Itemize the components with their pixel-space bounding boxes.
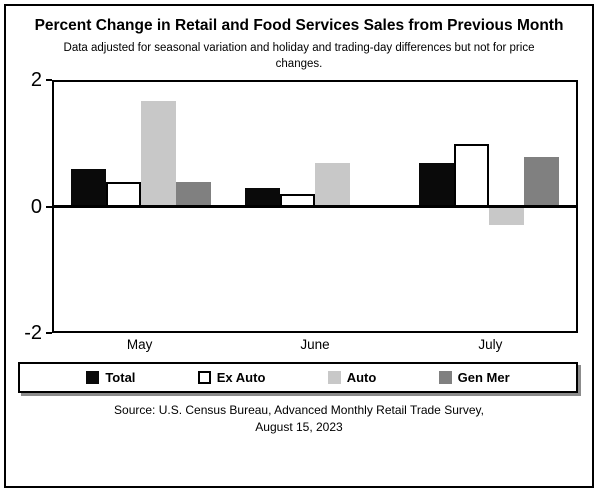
legend-label: Total: [105, 370, 136, 386]
legend-label: Gen Mer: [457, 370, 510, 386]
bar-slot: [350, 82, 385, 331]
bar-slot: [280, 82, 315, 331]
y-tick-mark-0: [46, 79, 52, 82]
source-note: Source: U.S. Census Bureau, Advanced Mon…: [16, 402, 582, 437]
source-line-2: August 15, 2023: [255, 420, 343, 435]
bar-slot: [419, 82, 454, 331]
bar-gen-mer-may: [176, 181, 211, 207]
y-tick-label-0: 2: [30, 69, 42, 92]
bar-group-june: [228, 82, 402, 331]
legend-swatch-gen-mer-icon: [438, 371, 452, 385]
legend-swatch-total-icon: [86, 371, 100, 385]
bar-slot: [71, 82, 106, 331]
bar-total-june: [245, 187, 280, 207]
bar-ex-auto-june: [280, 194, 315, 207]
legend: Total Ex Auto Auto Gen Mer: [18, 362, 578, 394]
chart-area: 2 0 -2: [16, 70, 582, 343]
x-label-june: June: [300, 337, 330, 353]
legend-label: Auto: [346, 370, 377, 386]
legend-label: Ex Auto: [216, 370, 266, 386]
bar-group-may: [54, 82, 228, 331]
legend-swatch-ex-auto-icon: [197, 371, 211, 385]
chart-subtitle: Data adjusted for seasonal variation and…: [63, 42, 535, 70]
bar-auto-june: [315, 162, 350, 207]
bar-ex-auto-may: [106, 181, 141, 207]
bar-slot: [315, 82, 350, 331]
bar-slot: [141, 82, 176, 331]
legend-swatch-auto-icon: [327, 371, 341, 385]
bar-total-may: [71, 169, 106, 207]
bar-slot: [524, 82, 559, 331]
bar-auto-may: [141, 100, 176, 207]
plot-area: [52, 80, 578, 334]
x-axis-labels: May June July: [52, 337, 578, 352]
bar-slot: [106, 82, 141, 331]
source-line-1: Source: U.S. Census Bureau, Advanced Mon…: [114, 403, 484, 418]
y-axis: 2 0 -2: [16, 70, 52, 343]
chart-title: Percent Change in Retail and Food Servic…: [34, 17, 564, 34]
bar-auto-july: [489, 206, 524, 226]
bar-gen-mer-july: [524, 156, 559, 207]
y-tick-label-2: -2: [24, 322, 42, 345]
legend-item-ex-auto: Ex Auto: [197, 370, 266, 386]
bar-slot: [176, 82, 211, 331]
y-tick-mark-2: [46, 332, 52, 335]
chart-figure: Percent Change in Retail and Food Servic…: [4, 4, 594, 488]
x-label-may: May: [126, 337, 153, 353]
legend-item-gen-mer: Gen Mer: [438, 370, 510, 386]
bar-ex-auto-july: [454, 144, 489, 207]
bar-group-july: [402, 82, 576, 331]
legend-item-auto: Auto: [327, 370, 377, 386]
bar-slot: [454, 82, 489, 331]
y-tick-mark-1: [46, 205, 52, 208]
legend-item-total: Total: [86, 370, 135, 385]
bar-slot: [489, 82, 524, 331]
y-tick-label-1: 0: [30, 195, 42, 218]
x-label-july: July: [478, 337, 503, 353]
bar-total-july: [419, 162, 454, 207]
bar-slot: [245, 82, 280, 331]
